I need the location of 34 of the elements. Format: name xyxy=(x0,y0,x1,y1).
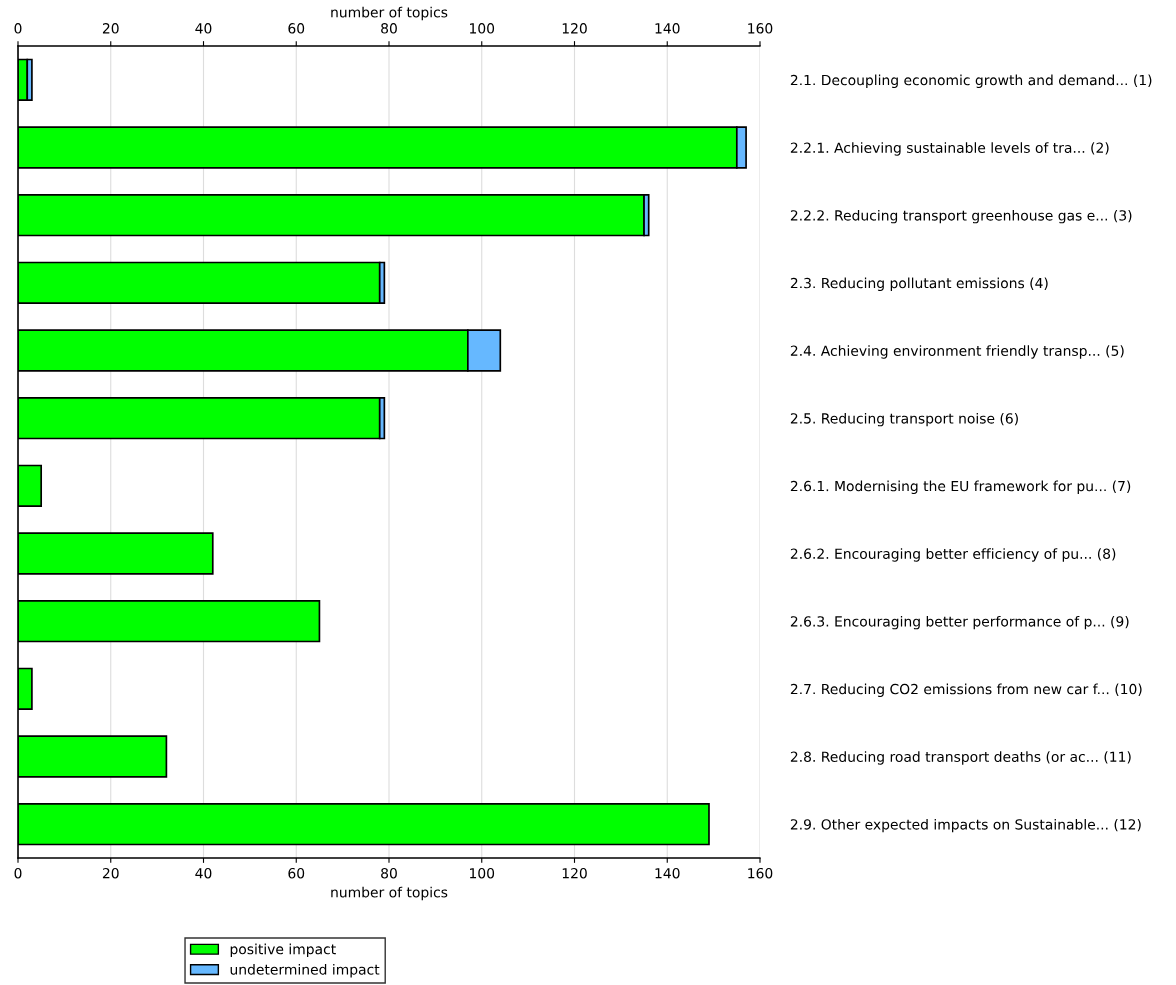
x2-tick-label: 0 xyxy=(14,23,22,34)
x2-axis-title: number of topics xyxy=(331,6,448,21)
y-tick-label: 2.6.2. Encouraging better efficiency of pu... (8) xyxy=(790,548,1116,562)
x-tick-label: 100 xyxy=(470,867,495,879)
y-tick-label: 2.2.2. Reducing transport greenhouse gas e... (3) xyxy=(790,209,1132,224)
y-tick-label: 2.1. Decoupling economic growth and demand... (1) xyxy=(790,74,1152,88)
x2-tick-label: 140 xyxy=(655,23,680,34)
y-tick-label: 2.2.1. Achieving sustainable levels of tra... (2) xyxy=(790,142,1109,156)
y-tick-label: 2.7. Reducing CO2 emissions from new car f... (10) xyxy=(790,683,1142,697)
x-tick-label: 40 xyxy=(195,867,212,879)
x2-tick-label: 100 xyxy=(470,23,495,34)
x-tick-label: 0 xyxy=(14,867,22,879)
y-tick-label: 2.6.3. Encouraging better performance of p... (9) xyxy=(790,615,1129,630)
legend-label: positive impact xyxy=(230,943,336,958)
x-tick-label: 120 xyxy=(562,867,587,879)
x2-tick-label: 60 xyxy=(288,23,305,34)
x-tick-label: 20 xyxy=(102,867,119,879)
x2-tick-label: 120 xyxy=(562,23,587,34)
x-tick-label: 140 xyxy=(655,867,680,879)
x-tick-label: 60 xyxy=(288,867,305,879)
x-tick-label: 80 xyxy=(381,867,397,879)
y-tick-label: 2.8. Reducing road transport deaths (or ac... (11) xyxy=(790,751,1131,765)
x-tick-label: 160 xyxy=(748,867,773,879)
y-tick-label: 2.5. Reducing transport noise (6) xyxy=(790,412,1018,427)
y-tick-label: 2.3. Reducing pollutant emissions (4) xyxy=(790,277,1048,291)
x-axis-title: number of topics xyxy=(331,886,448,901)
legend-label: undetermined impact xyxy=(230,963,380,978)
x2-tick-label: 40 xyxy=(195,23,212,34)
y-tick-label: 2.9. Other expected impacts on Sustainable... (12) xyxy=(790,818,1141,833)
y-tick-label: 2.4. Achieving environment friendly transp... (5) xyxy=(790,345,1124,359)
x2-tick-label: 20 xyxy=(102,23,119,34)
y-tick-label: 2.6.1. Modernising the EU framework for pu... (7) xyxy=(790,480,1131,494)
x2-tick-label: 160 xyxy=(748,23,773,34)
x2-tick-label: 80 xyxy=(381,23,397,34)
